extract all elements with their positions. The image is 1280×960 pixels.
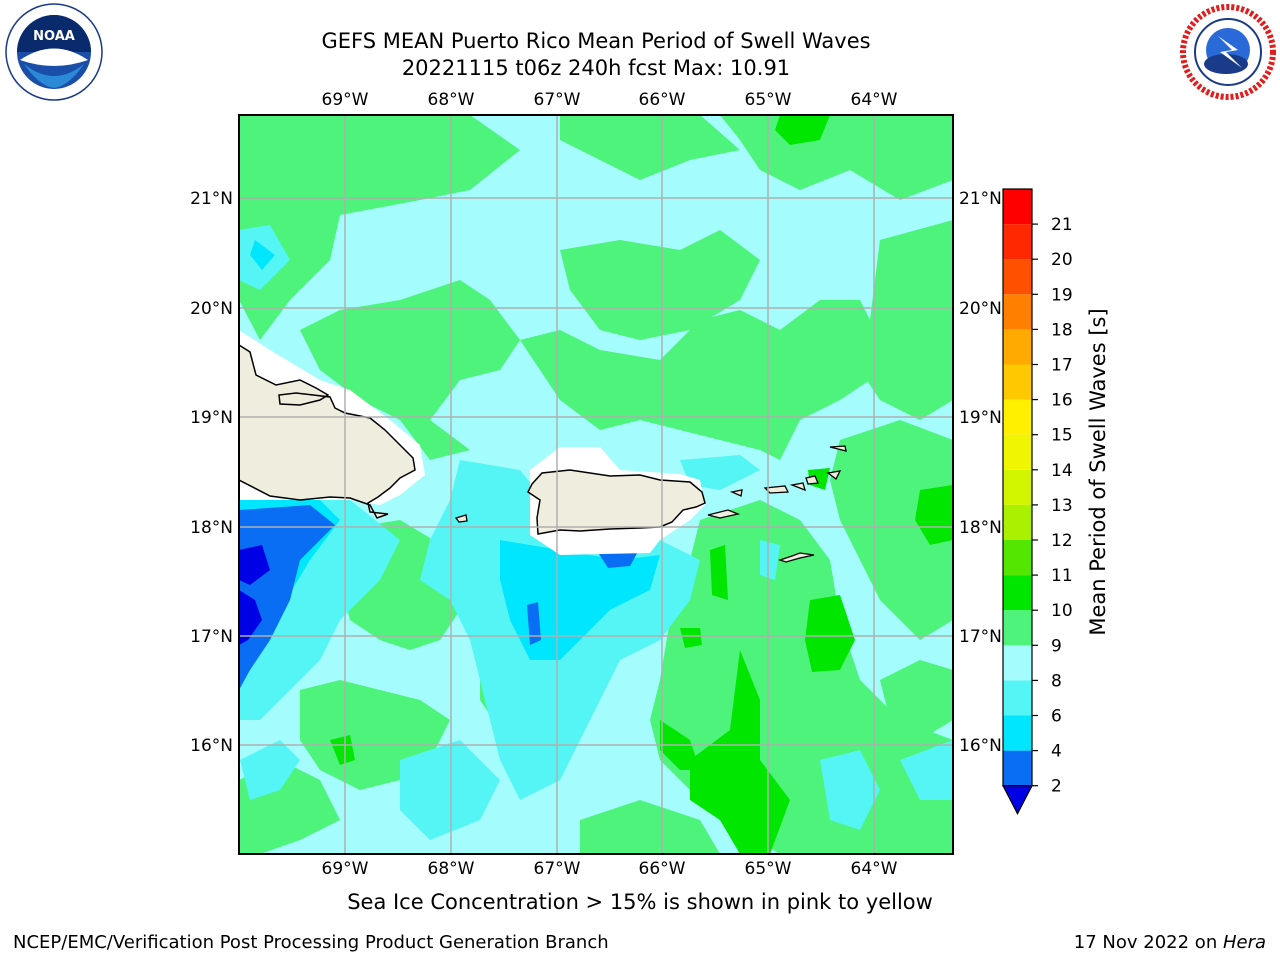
lon-label-top: 68°W xyxy=(428,90,475,110)
bottom-lon-labels: 69°W 68°W 67°W 66°W 65°W 64°W xyxy=(322,859,898,879)
hispaniola-land xyxy=(239,344,416,519)
nws-logo-icon xyxy=(1180,4,1276,100)
colorbar-tick-label: 19 xyxy=(1051,285,1073,305)
colorbar-tick-label: 10 xyxy=(1051,601,1073,621)
lon-label-top: 69°W xyxy=(322,90,369,110)
field-10-11-regions xyxy=(330,115,953,854)
colorbar-segment xyxy=(1003,750,1032,786)
lat-label-right: 17°N xyxy=(959,627,1002,647)
lon-label-bottom: 69°W xyxy=(322,859,369,879)
colorbar-segment xyxy=(1003,680,1032,716)
colorbar-segment xyxy=(1003,189,1032,225)
lat-label-left: 18°N xyxy=(190,518,233,538)
colorbar-segment xyxy=(1003,610,1032,646)
lat-label-left: 21°N xyxy=(190,189,233,209)
field-lt2-regions xyxy=(239,545,270,645)
lon-label-top: 66°W xyxy=(639,90,686,110)
colorbar-segment xyxy=(1003,540,1032,576)
colorbar-tick-label: 4 xyxy=(1051,742,1062,762)
colorbar-extend-triangle xyxy=(1002,785,1033,816)
colorbar-segment xyxy=(1003,715,1032,751)
lat-label-right: 18°N xyxy=(959,518,1002,538)
colorbar-tick-label: 16 xyxy=(1051,391,1073,411)
colorbar-tick-label: 12 xyxy=(1051,531,1073,551)
colorbar-tick-label: 13 xyxy=(1051,496,1073,516)
colorbar-segment xyxy=(1003,259,1032,295)
colorbar-segment xyxy=(1003,434,1032,470)
puerto-rico-land xyxy=(527,469,706,535)
lat-label-right: 16°N xyxy=(959,736,1002,756)
colorbar-tick-label: 17 xyxy=(1051,356,1073,376)
colorbar-segment xyxy=(1003,294,1032,330)
colorbar-tick-label: 18 xyxy=(1051,320,1073,340)
chart-title: GEFS MEAN Puerto Rico Mean Period of Swe… xyxy=(321,29,871,53)
lat-label-right: 19°N xyxy=(959,408,1002,428)
right-lat-labels: 21°N 20°N 19°N 18°N 17°N 16°N xyxy=(959,189,1002,756)
lon-label-bottom: 64°W xyxy=(851,859,898,879)
colorbar-tick-label: 2 xyxy=(1051,777,1062,797)
colorbar-tick-label: 11 xyxy=(1051,566,1073,586)
footer-date-text: 17 Nov 2022 on xyxy=(1073,932,1223,953)
lon-label-bottom: 67°W xyxy=(534,859,581,879)
colorbar-segment xyxy=(1003,575,1032,611)
colorbar-segment xyxy=(1003,364,1032,400)
colorbar-tick-label: 8 xyxy=(1051,671,1062,691)
noaa-logo-text: NOAA xyxy=(33,29,75,44)
map-field xyxy=(239,115,953,854)
colorbar-tick-label: 15 xyxy=(1051,426,1073,446)
gridlines xyxy=(239,115,953,854)
lon-label-bottom: 68°W xyxy=(428,859,475,879)
colorbar-outline xyxy=(1002,188,1033,787)
chart-subtitle: 20221115 t06z 240h fcst Max: 10.91 xyxy=(401,56,791,80)
lon-label-top: 64°W xyxy=(851,90,898,110)
footer-host: Hera xyxy=(1222,932,1266,953)
lat-label-left: 19°N xyxy=(190,408,233,428)
colorbar-label: Mean Period of Swell Waves [s] xyxy=(1086,308,1110,635)
lat-label-left: 16°N xyxy=(190,736,233,756)
colorbar-tick-label: 14 xyxy=(1051,461,1073,481)
map-frame xyxy=(238,114,954,855)
lat-label-left: 17°N xyxy=(190,627,233,647)
colorbar-segment xyxy=(1003,504,1032,540)
top-lon-labels: 69°W 68°W 67°W 66°W 65°W 64°W xyxy=(322,90,898,110)
colorbar-segment xyxy=(1003,224,1032,260)
colorbar-tick-label: 20 xyxy=(1051,250,1073,270)
colorbar-segment xyxy=(1003,329,1032,365)
footer-credit: NCEP/EMC/Verification Post Processing Pr… xyxy=(13,932,609,953)
lon-label-bottom: 65°W xyxy=(745,859,792,879)
colorbar-tick-label: 6 xyxy=(1051,707,1062,727)
sea-ice-note: Sea Ice Concentration > 15% is shown in … xyxy=(347,890,933,914)
small-islands xyxy=(454,445,847,563)
lon-label-bottom: 66°W xyxy=(639,859,686,879)
footer-date: 17 Nov 2022 on Hera xyxy=(1074,932,1266,953)
lat-label-right: 21°N xyxy=(959,189,1002,209)
colorbar-segment xyxy=(1003,399,1032,435)
lat-label-left: 20°N xyxy=(190,299,233,319)
noaa-logo-icon: NOAA xyxy=(5,3,103,101)
colorbar: 2 4 6 8 9 10 11 12 13 14 15 16 17 18 19 20 21 xyxy=(1002,188,1073,816)
lat-label-right: 20°N xyxy=(959,299,1002,319)
colorbar-tick-label: 21 xyxy=(1051,215,1073,235)
left-lat-labels: 21°N 20°N 19°N 18°N 17°N 16°N xyxy=(190,189,233,756)
lon-label-top: 67°W xyxy=(534,90,581,110)
colorbar-tick-label: 9 xyxy=(1051,636,1062,656)
colorbar-segment xyxy=(1003,469,1032,505)
colorbar-segment xyxy=(1003,645,1032,681)
lon-label-top: 65°W xyxy=(745,90,792,110)
